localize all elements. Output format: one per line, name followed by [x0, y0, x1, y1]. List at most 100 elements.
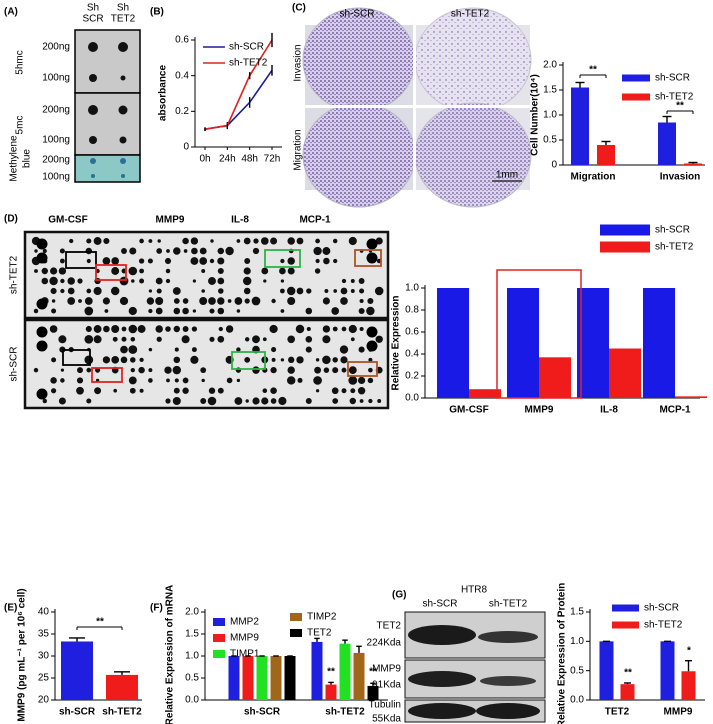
- array-spot: [331, 307, 340, 315]
- array-spot: [191, 347, 197, 353]
- array-spot: [217, 247, 225, 255]
- array-spot: [271, 357, 276, 362]
- row-label: sh-SCR: [9, 346, 20, 381]
- reference-spot: [366, 340, 378, 352]
- array-spot: [173, 307, 181, 315]
- array-spot: [368, 367, 373, 373]
- array-spot: [210, 239, 214, 243]
- array-spot: [192, 279, 197, 283]
- array-spot: [173, 325, 181, 333]
- array-spot: [164, 257, 172, 265]
- legend-swatch: [290, 629, 302, 637]
- array-spot: [287, 366, 295, 374]
- array-spot: [359, 326, 364, 332]
- column-label: SCR: [82, 14, 103, 25]
- array-spot: [102, 356, 111, 364]
- array-spot: [59, 248, 65, 254]
- cytokine-label: MMP9: [156, 215, 185, 226]
- array-spot: [60, 288, 65, 294]
- row-label: sh-TET2: [9, 255, 20, 294]
- y-axis-label: absorbance: [158, 64, 169, 121]
- array-spot: [358, 346, 365, 353]
- legend-label: sh-SCR: [655, 73, 690, 84]
- array-spot: [261, 397, 269, 405]
- array-spot: [296, 237, 304, 245]
- array-spot: [182, 326, 189, 332]
- legend-label: sh-TET2: [655, 242, 694, 253]
- y-tick-label: 0: [183, 142, 189, 153]
- array-spot: [253, 238, 259, 244]
- array-spot: [358, 278, 365, 284]
- array-spot: [368, 357, 373, 362]
- legend-swatch: [600, 241, 650, 253]
- array-spot: [287, 296, 296, 306]
- array-spot: [348, 376, 358, 385]
- array-spot: [93, 237, 102, 245]
- array-spot: [252, 247, 260, 255]
- array-spot: [322, 325, 331, 333]
- array-spot: [137, 325, 146, 333]
- array-spot: [155, 277, 163, 285]
- legend-label: sh-TET2: [229, 58, 268, 69]
- array-spot: [166, 249, 170, 253]
- array-spot: [226, 377, 233, 384]
- array-spot: [374, 286, 384, 296]
- bar: [325, 684, 337, 700]
- array-spot: [191, 326, 198, 332]
- array-spot: [41, 267, 48, 275]
- array-spot: [315, 238, 320, 244]
- y-axis-label: Relative Expression of mRNA: [165, 585, 176, 724]
- array-spot: [368, 398, 373, 404]
- array-spot: [104, 309, 109, 313]
- bar: [242, 656, 254, 700]
- array-spot: [244, 337, 250, 342]
- array-spot: [279, 288, 285, 294]
- y-tick-label: 0.6: [405, 327, 419, 338]
- x-tick-label: sh-TET2: [102, 707, 142, 718]
- array-spot: [67, 277, 75, 285]
- y-tick-label: 1.0: [405, 283, 419, 294]
- array-spot: [234, 397, 243, 405]
- protein-size: 55Kda: [372, 714, 401, 724]
- bar: [684, 163, 702, 165]
- array-spot: [174, 347, 179, 352]
- amount-label: 200ng: [42, 42, 70, 53]
- x-tick-label: 72h: [264, 154, 281, 165]
- array-spot: [270, 387, 277, 395]
- array-spot: [173, 247, 181, 255]
- array-spot: [51, 299, 56, 303]
- array-spot: [234, 297, 243, 305]
- array-spot: [217, 335, 225, 343]
- array-spot: [280, 358, 285, 362]
- y-tick-label: 40: [38, 607, 50, 618]
- array-spot: [148, 368, 153, 373]
- row-label: 5mc: [15, 116, 26, 135]
- array-spot: [111, 324, 120, 334]
- legend-swatch: [622, 74, 650, 82]
- array-spot: [208, 277, 216, 285]
- bar: [643, 288, 675, 398]
- array-spot: [119, 296, 129, 306]
- array-spot: [209, 336, 215, 342]
- x-tick-label: IL-8: [600, 405, 618, 416]
- array-spot: [42, 398, 48, 404]
- array-spot: [209, 258, 215, 264]
- array-spot: [173, 387, 180, 394]
- array-spot: [49, 276, 58, 286]
- array-spot: [164, 366, 172, 374]
- array-spot: [306, 326, 311, 332]
- reference-spot: [366, 326, 378, 338]
- array-spot: [128, 345, 138, 354]
- array-spot: [350, 279, 355, 283]
- array-spot: [102, 297, 110, 305]
- protein-label: Tubulin: [369, 700, 401, 711]
- legend-swatch: [600, 224, 650, 236]
- x-tick-label: 24h: [219, 154, 236, 165]
- array-spot: [207, 396, 217, 406]
- array-spot: [350, 289, 355, 293]
- array-spot: [322, 335, 331, 344]
- amount-label: 100ng: [42, 73, 70, 84]
- array-spot: [85, 247, 93, 255]
- array-spot: [262, 337, 267, 342]
- array-spot: [148, 289, 153, 293]
